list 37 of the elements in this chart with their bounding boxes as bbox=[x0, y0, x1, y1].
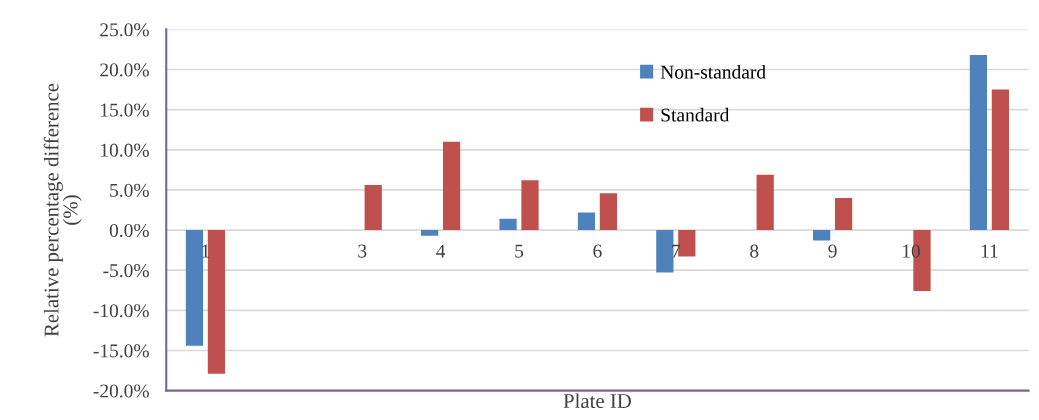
bar bbox=[599, 193, 618, 231]
bar bbox=[678, 230, 696, 257]
bar bbox=[499, 218, 517, 231]
y-axis-title: Relative percentage difference (%) bbox=[43, 83, 82, 337]
bar bbox=[834, 197, 853, 231]
y-tick-label: -15.0% bbox=[93, 344, 149, 358]
y-tick-label: 0.0% bbox=[109, 223, 149, 238]
bar bbox=[521, 180, 539, 231]
x-tick-label: 4 bbox=[436, 244, 446, 258]
bar bbox=[207, 230, 226, 374]
y-tick-label: -5.0% bbox=[103, 264, 149, 278]
legend-label: Standard bbox=[661, 107, 730, 122]
x-tick-label: 3 bbox=[358, 244, 367, 258]
x-tick-label: 8 bbox=[750, 244, 759, 258]
y-tick-label: 10.0% bbox=[101, 143, 149, 157]
bar bbox=[656, 230, 674, 273]
bar bbox=[969, 55, 988, 231]
bar bbox=[756, 174, 774, 231]
bar bbox=[813, 230, 831, 241]
bar bbox=[421, 230, 439, 236]
x-tick-label: 11 bbox=[981, 244, 998, 258]
x-axis-title: Plate ID bbox=[563, 393, 632, 409]
y-tick-label: -20.0% bbox=[93, 384, 149, 398]
y-tick-label: 15.0% bbox=[101, 103, 149, 117]
bar bbox=[991, 89, 1010, 231]
x-tick-label: 6 bbox=[593, 244, 602, 258]
bar bbox=[364, 185, 382, 231]
y-tick-label: 25.0% bbox=[100, 23, 149, 37]
x-tick-label: 5 bbox=[515, 244, 524, 258]
legend-label: Non-standard bbox=[660, 64, 766, 79]
bar bbox=[185, 230, 204, 346]
y-tick-label: 20.0% bbox=[100, 63, 149, 77]
y-tick-label: 5.0% bbox=[110, 183, 149, 197]
y-tick-label: -10.0% bbox=[93, 304, 149, 318]
bar bbox=[577, 212, 596, 231]
x-tick-label: 9 bbox=[828, 244, 837, 258]
bar bbox=[442, 141, 461, 231]
